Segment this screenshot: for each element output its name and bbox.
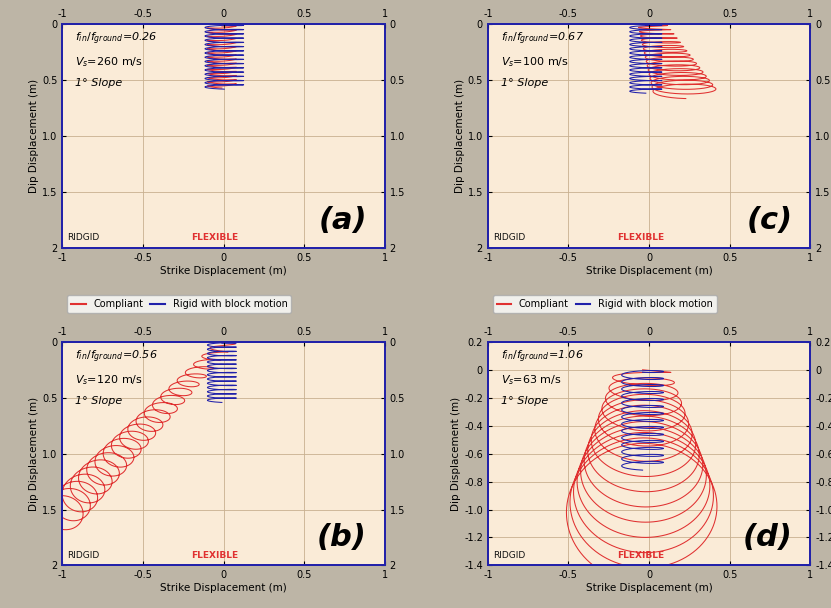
Text: 1° Slope: 1° Slope xyxy=(76,395,122,406)
Legend: Compliant, Rigid with block motion: Compliant, Rigid with block motion xyxy=(493,295,717,313)
Text: $\it{f}_{in}/\it{f}_{ground}$=1.06: $\it{f}_{in}/\it{f}_{ground}$=1.06 xyxy=(501,348,583,365)
Text: (d): (d) xyxy=(743,523,793,552)
Text: 1° Slope: 1° Slope xyxy=(76,78,122,88)
Text: $\it{f}_{in}/\it{f}_{ground}$=0.26: $\it{f}_{in}/\it{f}_{ground}$=0.26 xyxy=(76,31,158,47)
X-axis label: Strike Displacement (m): Strike Displacement (m) xyxy=(586,583,712,593)
Text: 1° Slope: 1° Slope xyxy=(501,78,548,88)
Text: 1° Slope: 1° Slope xyxy=(501,395,548,406)
Text: FLEXIBLE: FLEXIBLE xyxy=(191,233,238,243)
Text: $\it{f}_{in}/\it{f}_{ground}$=0.67: $\it{f}_{in}/\it{f}_{ground}$=0.67 xyxy=(501,31,583,47)
Text: RIDGID: RIDGID xyxy=(67,551,100,560)
Text: (b): (b) xyxy=(317,523,367,552)
Text: $\it{V}_s$=120 m/s: $\it{V}_s$=120 m/s xyxy=(76,373,143,387)
Text: FLEXIBLE: FLEXIBLE xyxy=(191,551,238,560)
Text: FLEXIBLE: FLEXIBLE xyxy=(617,233,664,243)
Y-axis label: Dip Displacement (m): Dip Displacement (m) xyxy=(451,396,461,511)
X-axis label: Strike Displacement (m): Strike Displacement (m) xyxy=(586,266,712,275)
Y-axis label: Dip Displacement (m): Dip Displacement (m) xyxy=(455,79,465,193)
Text: $\it{V}_s$=260 m/s: $\it{V}_s$=260 m/s xyxy=(76,55,143,69)
Text: $\it{V}_s$=63 m/s: $\it{V}_s$=63 m/s xyxy=(501,373,562,387)
Text: $\it{V}_s$=100 m/s: $\it{V}_s$=100 m/s xyxy=(501,55,568,69)
Legend: Compliant, Rigid with block motion: Compliant, Rigid with block motion xyxy=(67,295,292,313)
Text: FLEXIBLE: FLEXIBLE xyxy=(617,551,664,560)
Text: RIDGID: RIDGID xyxy=(67,233,100,243)
Text: (c): (c) xyxy=(746,206,793,235)
X-axis label: Strike Displacement (m): Strike Displacement (m) xyxy=(160,583,287,593)
Y-axis label: Dip Displacement (m): Dip Displacement (m) xyxy=(29,396,39,511)
Text: $\it{f}_{in}/\it{f}_{ground}$=0.56: $\it{f}_{in}/\it{f}_{ground}$=0.56 xyxy=(76,348,158,365)
X-axis label: Strike Displacement (m): Strike Displacement (m) xyxy=(160,266,287,275)
Text: (a): (a) xyxy=(318,206,367,235)
Text: RIDGID: RIDGID xyxy=(493,551,525,560)
Text: RIDGID: RIDGID xyxy=(493,233,525,243)
Y-axis label: Dip Displacement (m): Dip Displacement (m) xyxy=(29,79,39,193)
